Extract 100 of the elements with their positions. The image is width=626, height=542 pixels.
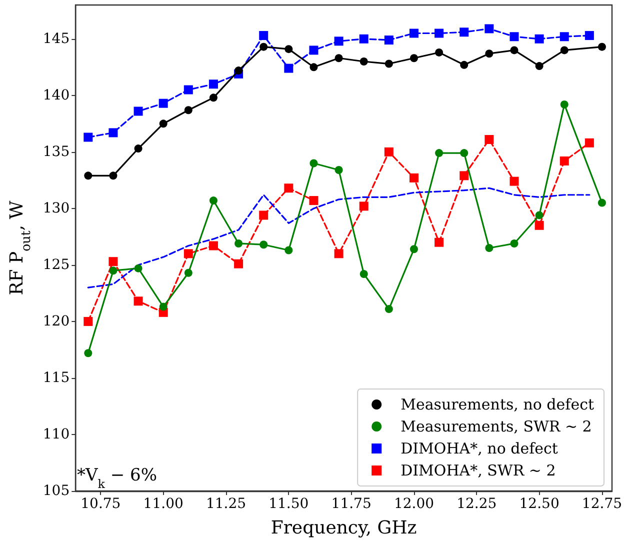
- point: [460, 171, 469, 180]
- y-tick-label: 115: [42, 370, 70, 386]
- point: [310, 159, 318, 168]
- point: [234, 239, 243, 248]
- point: [209, 196, 218, 205]
- point: [384, 60, 393, 68]
- point: [460, 60, 468, 69]
- point: [435, 149, 444, 158]
- point: [510, 239, 518, 248]
- point: [435, 48, 444, 56]
- y-tick-label: 110: [42, 426, 70, 442]
- y-axis-title: RF Pout, W: [6, 200, 33, 296]
- y-tick-label: 135: [42, 144, 70, 160]
- point: [598, 198, 606, 207]
- x-tick-label: 11.25: [206, 496, 246, 512]
- point: [560, 32, 569, 42]
- x-tick-label: 10.75: [80, 496, 121, 512]
- point: [234, 259, 244, 268]
- point: [159, 120, 168, 128]
- point: [384, 305, 393, 314]
- point: [485, 50, 494, 58]
- point: [158, 98, 168, 108]
- point: [260, 240, 268, 249]
- legend-label: Measurements, no defect: [400, 396, 594, 414]
- point: [484, 135, 494, 144]
- x-tick-label: 12.75: [582, 496, 622, 512]
- point: [360, 270, 368, 278]
- point: [510, 176, 519, 186]
- point: [460, 28, 469, 37]
- point: [309, 46, 318, 55]
- point: [484, 24, 494, 34]
- point: [259, 210, 268, 220]
- point: [334, 166, 343, 174]
- point: [584, 138, 594, 148]
- point: [209, 94, 218, 102]
- point: [84, 316, 93, 326]
- point: [584, 31, 594, 40]
- point: [184, 249, 193, 258]
- y-tick-label: 120: [42, 313, 70, 330]
- x-tick-label: 11.75: [331, 496, 372, 512]
- point: [334, 249, 344, 258]
- point: [184, 85, 193, 94]
- x-axis-title: Frequency, GHz: [270, 518, 417, 538]
- point: [234, 66, 243, 75]
- point: [259, 31, 268, 40]
- point: [535, 62, 544, 70]
- x-tick-label: 11.00: [143, 496, 184, 512]
- point: [159, 302, 168, 311]
- point: [208, 241, 218, 250]
- line-series: [87, 187, 590, 288]
- point: [310, 63, 318, 72]
- point: [360, 58, 368, 66]
- point: [84, 349, 92, 358]
- point: [410, 54, 418, 62]
- point: [384, 147, 394, 156]
- point: [108, 257, 118, 266]
- y-tick-label: 105: [42, 483, 70, 499]
- x-tick-label: 12.50: [519, 496, 560, 512]
- point: [84, 132, 93, 142]
- point: [534, 220, 544, 230]
- point: [184, 106, 192, 114]
- point: [598, 42, 606, 51]
- point: [560, 156, 569, 166]
- point: [460, 149, 468, 158]
- y-tick-label: 130: [42, 200, 70, 216]
- point: [334, 54, 343, 62]
- point: [84, 172, 92, 180]
- point: [410, 245, 418, 254]
- x-tick-label: 11.50: [268, 496, 309, 512]
- point: [510, 32, 519, 42]
- point: [485, 244, 494, 252]
- point: [184, 268, 192, 277]
- y-tick-label: 125: [42, 256, 70, 273]
- point: [434, 28, 444, 38]
- point: [409, 28, 418, 38]
- point: [510, 46, 518, 54]
- point: [560, 100, 568, 108]
- point: [560, 46, 568, 54]
- point: [434, 238, 444, 247]
- point: [134, 296, 143, 306]
- point: [284, 184, 294, 193]
- point: [134, 264, 142, 272]
- point: [359, 202, 368, 211]
- point: [334, 36, 344, 46]
- x-tick-label: 12.00: [394, 496, 434, 512]
- point: [109, 266, 118, 275]
- point: [108, 128, 118, 138]
- point: [134, 144, 142, 153]
- point: [409, 173, 418, 182]
- point: [134, 106, 143, 116]
- point: [359, 34, 368, 44]
- point: [309, 196, 318, 206]
- point: [384, 36, 394, 45]
- point: [109, 172, 118, 180]
- point: [284, 64, 294, 73]
- point: [535, 211, 544, 220]
- x-tick-label: 12.25: [456, 496, 497, 512]
- legend-label: DIMOHA*, SWR ~ 2: [400, 462, 556, 480]
- point: [534, 34, 544, 44]
- point: [284, 246, 293, 254]
